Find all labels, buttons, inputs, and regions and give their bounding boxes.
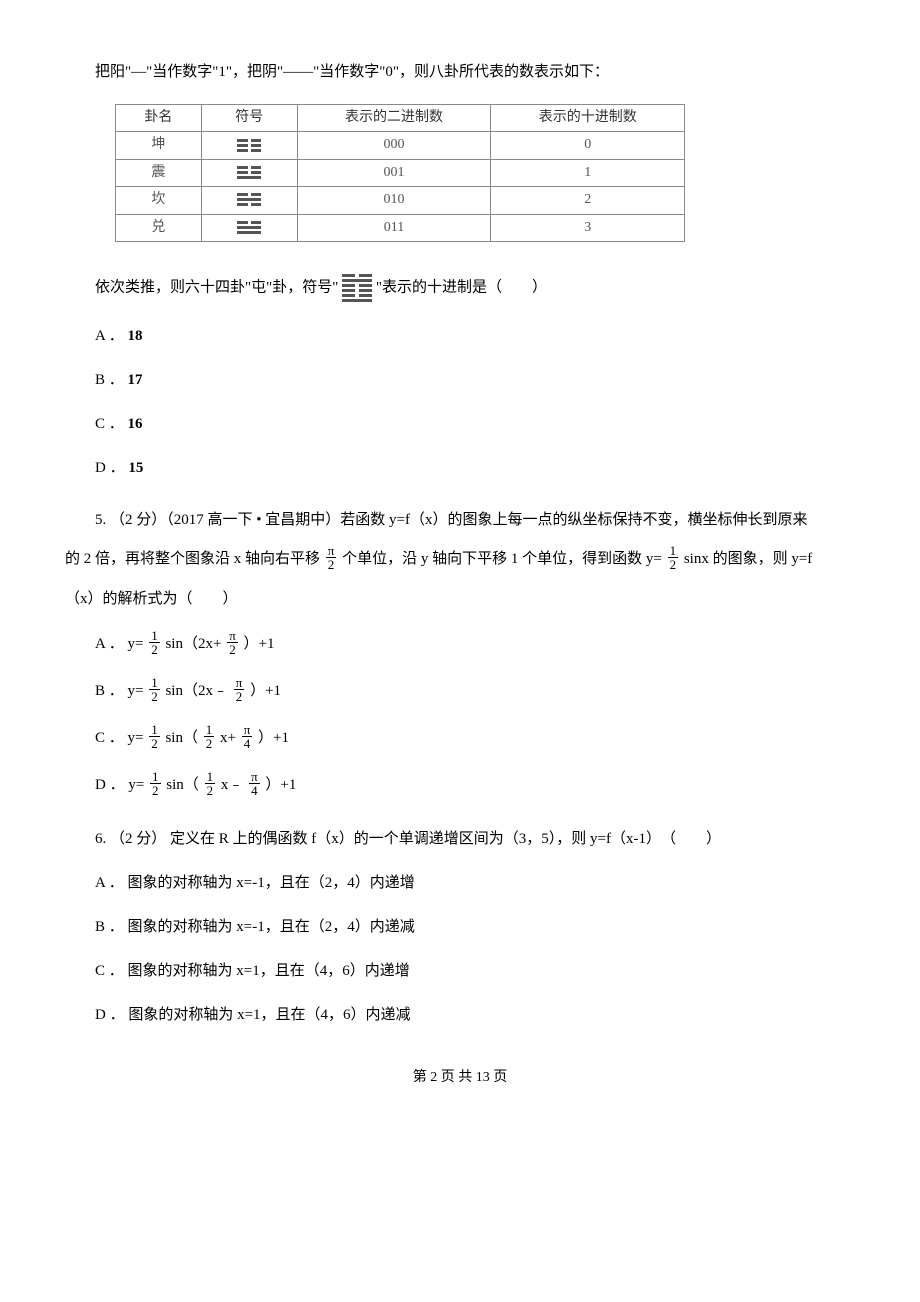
q4-option-c: C ． 16: [95, 412, 855, 436]
option-text: sin（: [166, 777, 202, 793]
option-text: D ． y=: [95, 777, 148, 793]
option-value: 17: [128, 372, 143, 388]
trigram-icon: [237, 219, 261, 236]
table-row: 震 001 1: [116, 159, 685, 186]
table-row: 坎 010 2: [116, 187, 685, 214]
trigram-icon: [237, 137, 261, 154]
q5-option-d: D ． y= 12 sin（ 12 x﹣ π4 ）+1: [95, 772, 855, 799]
option-value: 16: [128, 416, 143, 432]
option-text: sin（2x+: [165, 636, 225, 652]
fraction-1-2-icon: 12: [149, 723, 160, 750]
fraction-pi-2-icon: π2: [326, 544, 337, 571]
q5-option-c: C ． y= 12 sin（ 12 x+ π4 ）+1: [95, 725, 855, 752]
fraction-pi-4-icon: π4: [242, 723, 253, 750]
bagua-table: 卦名 符号 表示的二进制数 表示的十进制数 坤 000 0 震 001 1 坎: [115, 104, 685, 242]
q6-stem: 6. （2 分） 定义在 R 上的偶函数 f（x）的一个单调递增区间为（3，5）…: [65, 827, 855, 851]
cell-decimal: 1: [491, 159, 685, 186]
table-row: 兑 011 3: [116, 214, 685, 241]
cell-binary: 001: [297, 159, 491, 186]
th-name: 卦名: [116, 105, 202, 132]
hexagram-zhun-icon: [342, 272, 372, 304]
intro-text: 把阳"—"当作数字"1"，把阴"——"当作数字"0"，则八卦所代表的数表示如下：: [65, 60, 855, 84]
cell-binary: 011: [297, 214, 491, 241]
q4-option-a: A ． 18: [95, 324, 855, 348]
q6-option-b: B ． 图象的对称轴为 x=-1，且在（2，4）内递减: [95, 915, 855, 939]
table-row: 坤 000 0: [116, 132, 685, 159]
option-text: ）+1: [258, 730, 289, 746]
fraction-1-2-icon: 12: [204, 723, 215, 750]
q6-option-c: C ． 图象的对称轴为 x=1，且在（4，6）内递增: [95, 959, 855, 983]
option-text: x﹣: [221, 777, 247, 793]
option-text: sin（2x﹣: [165, 683, 231, 699]
q5-option-b: B ． y= 12 sin（2x﹣ π2 ）+1: [95, 678, 855, 705]
fraction-pi-4-icon: π4: [249, 770, 260, 797]
q4-option-b: B ． 17: [95, 368, 855, 392]
cell-symbol: [201, 214, 297, 241]
q6-option-d: D ． 图象的对称轴为 x=1，且在（4，6）内递减: [95, 1003, 855, 1027]
fraction-1-2-icon: 12: [205, 770, 216, 797]
q4-tail-post: "表示的十进制是（ ）: [376, 279, 547, 295]
cell-name: 坎: [116, 187, 202, 214]
q5-option-a: A ． y= 12 sin（2x+ π2 ）+1: [95, 631, 855, 658]
cell-name: 坤: [116, 132, 202, 159]
option-text: ）+1: [265, 777, 296, 793]
option-text: B ． y=: [95, 683, 147, 699]
q6-option-a: A ． 图象的对称轴为 x=-1，且在（2，4）内递增: [95, 871, 855, 895]
cell-binary: 010: [297, 187, 491, 214]
fraction-pi-2-icon: π2: [227, 629, 238, 656]
q4-option-d: D ． 15: [95, 456, 855, 480]
q5-stem-line1: 5. （2 分）（2017 高一下 • 宜昌期中）若函数 y=f（x）的图象上每…: [65, 508, 855, 532]
table-header-row: 卦名 符号 表示的二进制数 表示的十进制数: [116, 105, 685, 132]
option-text: ）+1: [250, 683, 281, 699]
cell-symbol: [201, 187, 297, 214]
option-text: C ． y=: [95, 730, 147, 746]
option-text: x+: [220, 730, 240, 746]
cell-symbol: [201, 159, 297, 186]
cell-name: 兑: [116, 214, 202, 241]
cell-name: 震: [116, 159, 202, 186]
cell-symbol: [201, 132, 297, 159]
fraction-1-2-icon: 12: [668, 544, 679, 571]
q5-stem-line2: 的 2 倍，再将整个图象沿 x 轴向右平移 π2 个单位，沿 y 轴向下平移 1…: [65, 546, 855, 573]
trigram-icon: [237, 164, 261, 181]
q4-tail-pre: 依次类推，则六十四卦"屯"卦，符号": [95, 279, 342, 295]
cell-decimal: 2: [491, 187, 685, 214]
cell-binary: 000: [297, 132, 491, 159]
option-text: sin（: [165, 730, 201, 746]
th-symbol: 符号: [201, 105, 297, 132]
fraction-1-2-icon: 12: [150, 770, 161, 797]
option-text: ）+1: [244, 636, 275, 652]
cell-decimal: 0: [491, 132, 685, 159]
cell-decimal: 3: [491, 214, 685, 241]
option-value: 15: [128, 460, 143, 476]
option-text: A ． y=: [95, 636, 147, 652]
fraction-1-2-icon: 12: [149, 629, 160, 656]
q4-tail: 依次类推，则六十四卦"屯"卦，符号" "表示的十进制是（ ）: [65, 272, 855, 304]
q5-text: 的 2 倍，再将整个图象沿 x 轴向右平移: [65, 551, 324, 567]
th-binary: 表示的二进制数: [297, 105, 491, 132]
fraction-pi-2-icon: π2: [234, 676, 245, 703]
trigram-icon: [237, 191, 261, 208]
q5-stem-line3: （x）的解析式为（ ）: [65, 587, 855, 611]
th-decimal: 表示的十进制数: [491, 105, 685, 132]
q5-text: 个单位，沿 y 轴向下平移 1 个单位，得到函数 y=: [342, 551, 665, 567]
fraction-1-2-icon: 12: [149, 676, 160, 703]
q5-text: sinx 的图象，则 y=f: [684, 551, 812, 567]
page-footer: 第 2 页 共 13 页: [65, 1067, 855, 1089]
option-value: 18: [128, 328, 143, 344]
